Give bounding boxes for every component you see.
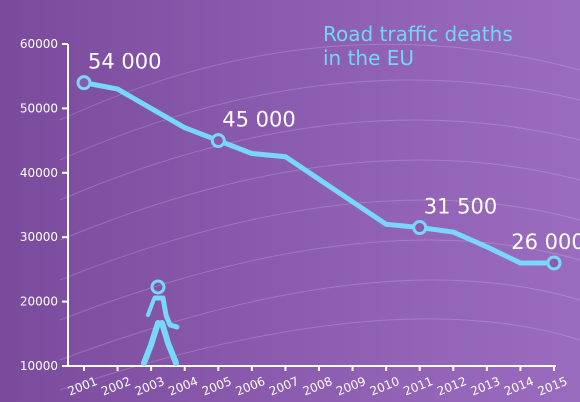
annotation-layer: 54 000 45 000 31 500 26 000 bbox=[76, 50, 580, 271]
highlight-marker bbox=[546, 255, 562, 271]
data-label: 31 500 bbox=[424, 195, 497, 219]
x-tick-label: 2012 bbox=[435, 374, 469, 398]
series-line bbox=[81, 80, 557, 266]
y-tick-label: 30000 bbox=[20, 230, 58, 244]
x-tick-label: 2001 bbox=[66, 374, 100, 398]
y-tick-label: 40000 bbox=[20, 166, 58, 180]
series-layer bbox=[81, 80, 557, 266]
highlight-marker bbox=[210, 133, 226, 149]
x-tick-label: 2004 bbox=[166, 374, 200, 398]
x-tick-label: 2015 bbox=[536, 374, 570, 398]
y-tick-label: 10000 bbox=[20, 359, 58, 373]
x-tick-label: 2014 bbox=[502, 374, 536, 398]
x-tick-label: 2011 bbox=[401, 374, 435, 398]
data-label: 54 000 bbox=[88, 50, 161, 74]
x-tick-label: 2002 bbox=[99, 374, 133, 398]
highlight-marker bbox=[76, 75, 92, 91]
walking-person-icon bbox=[141, 279, 180, 366]
data-label: 45 000 bbox=[222, 108, 295, 132]
y-tick-label: 50000 bbox=[20, 101, 58, 115]
chart-title-line-1: Road traffic deaths bbox=[323, 22, 513, 46]
x-tick-label: 2009 bbox=[334, 374, 368, 398]
x-tick-label: 2007 bbox=[267, 374, 301, 398]
x-axis: 2001 2002 2003 2004 2005 2006 2007 2008 2009 2010… bbox=[66, 365, 570, 399]
x-tick-label: 2006 bbox=[234, 374, 268, 398]
chart-title-line-2: in the EU bbox=[323, 46, 414, 70]
y-axis: 10000 20000 30000 40000 50000 60000 bbox=[20, 37, 69, 373]
chart-title: Road traffic deaths in the EU bbox=[323, 22, 513, 70]
x-tick-label: 2008 bbox=[301, 374, 335, 398]
x-tick-label: 2013 bbox=[469, 374, 503, 398]
x-tick-label: 2005 bbox=[200, 374, 234, 398]
y-tick-label: 20000 bbox=[20, 295, 58, 309]
y-tick-label: 60000 bbox=[20, 37, 58, 51]
background-arcs bbox=[59, 43, 580, 391]
x-tick-label: 2010 bbox=[368, 374, 402, 398]
highlight-marker bbox=[412, 220, 428, 236]
data-label: 26 000 bbox=[511, 230, 580, 254]
x-tick-label: 2003 bbox=[133, 374, 167, 398]
